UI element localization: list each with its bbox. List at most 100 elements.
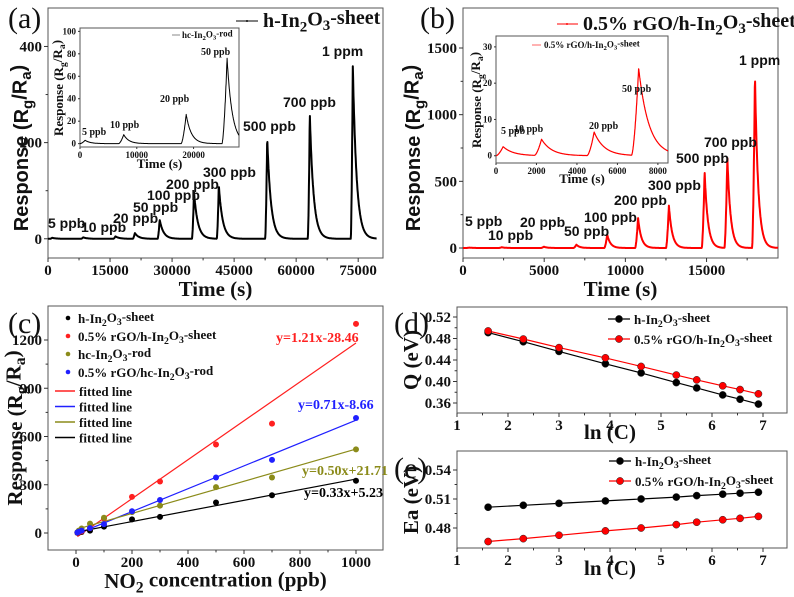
data-point [129,493,135,500]
data-point [484,537,492,546]
data-point [754,390,763,398]
data-point [736,489,744,498]
y-tick-label: 300 [20,478,43,494]
x-axis-label: ln (C) [584,556,636,580]
data-point [718,515,727,524]
inset-series-line [79,57,240,145]
text-span: O [307,9,323,31]
inset-annotation: 20 ppb [589,121,619,132]
text-span: -sheet [679,452,712,467]
text-span: -rod [190,363,214,378]
data-point [601,497,610,505]
y-tick-label: 30 [483,42,493,52]
data-point [718,381,727,390]
x-tick-label: 5 [657,553,665,569]
inset-x-axis-label: Time (s) [137,156,183,171]
text-span: 2 [170,372,175,383]
y-axis-label: Response (Rg/Ra) [8,65,37,231]
text-span: concentration (ppb) [144,567,327,591]
text-span: 2 [715,23,723,39]
inset-y-axis-label: Response (Rg/Ra) [467,52,487,148]
text-span: 3 [179,335,184,346]
text-span: ) [400,65,422,72]
x-tick-label: 0 [72,555,80,571]
data-point [555,343,563,352]
y-tick-label: 60 [67,71,77,81]
legend-label: h-In2O3-sheet [635,452,712,472]
text-span: -sheet [741,472,774,487]
y-tick-label: 0.52 [425,310,451,326]
text-span: 3 [185,371,190,382]
data-point [213,441,219,448]
panel-e: 1 2 3 4 5 6 70.480.510.54(e)Ea (eV)ln (C)h-In2… [394,450,788,580]
legend-label: fitted line [79,431,132,446]
text-span: 2 [164,336,169,347]
data-point [353,415,359,422]
x-tick-label: 400 [177,555,200,571]
y-tick-label: 200 [20,136,43,152]
data-point [555,499,563,508]
data-point [269,492,275,499]
x-tick-label: 3 [555,553,563,569]
inset-series-line [495,68,669,157]
series-line [488,491,759,508]
fit-equation: y=1.21x-28.46 [276,331,359,346]
y-tick-label: 500 [435,174,458,190]
y-tick-label: 900 [20,381,43,397]
text-span: -rod [128,345,152,360]
legend-label: 0.5% rGO/h-In2O3-sheet [78,327,217,347]
text-span: ) [467,52,482,56]
inset-legend-label: 0.5% rGO/h-In2O3-sheet [544,39,640,52]
x-tick-label: 2000 [527,166,546,176]
data-point [672,371,681,379]
y-tick-label: 600 [20,430,43,446]
x-axis-label: Time (s) [179,277,253,301]
panel-label: (d) [394,307,429,340]
text-span: 2 [203,35,207,42]
peak-annotation: 5 ppb [465,213,502,229]
text-span: O [169,328,179,343]
text-span: a [57,44,68,49]
text-span: In [647,454,660,469]
data-point [672,520,681,529]
x-axis-label: NO2 concentration (ppb) [104,567,327,596]
inset-bg [496,36,668,163]
text-span: Response ( [403,123,425,231]
y-tick-label: 1000 [427,108,457,124]
series-line [487,332,759,405]
x-tick-label: 0 [78,150,83,160]
text-span: O [206,29,213,39]
y-tick-label: 0.54 [425,463,452,479]
legend-marker [65,333,71,339]
series-line-rgo-h-in2o3-sheet [462,80,779,249]
text-span: / [10,94,32,100]
text-span: 3 [614,44,618,51]
x-tick-label: 7 [759,418,767,434]
data-point [754,512,763,521]
x-tick-label: 20000 [182,150,205,160]
data-point [519,534,528,543]
inset-y-axis-label: Response (Rg/Ra) [49,40,69,136]
text-span: NO [104,569,136,593]
data-point [718,490,727,499]
y-tick-label: 0.48 [425,521,451,537]
x-tick-label: 8000 [649,166,668,176]
legend-marker [65,351,71,357]
text-span: h- [263,10,281,32]
text-span: a [18,71,35,80]
data-point [269,420,275,427]
legend-marker [616,457,624,465]
text-span: a [410,71,427,80]
x-tick-label: 200 [121,555,144,571]
fit-equation: y=0.33x+5.23 [304,486,383,501]
text-span: R [3,393,27,409]
y-tick-label: 0 [35,526,43,542]
text-span: In [646,312,659,327]
text-span: O [175,364,185,379]
text-span: O [663,311,673,326]
legend-marker [615,335,623,343]
series-line-h-in2o3-sheet [47,65,378,240]
fit-equation: y=0.71x-8.66 [298,398,374,413]
x-tick-label: 6000 [608,166,627,176]
